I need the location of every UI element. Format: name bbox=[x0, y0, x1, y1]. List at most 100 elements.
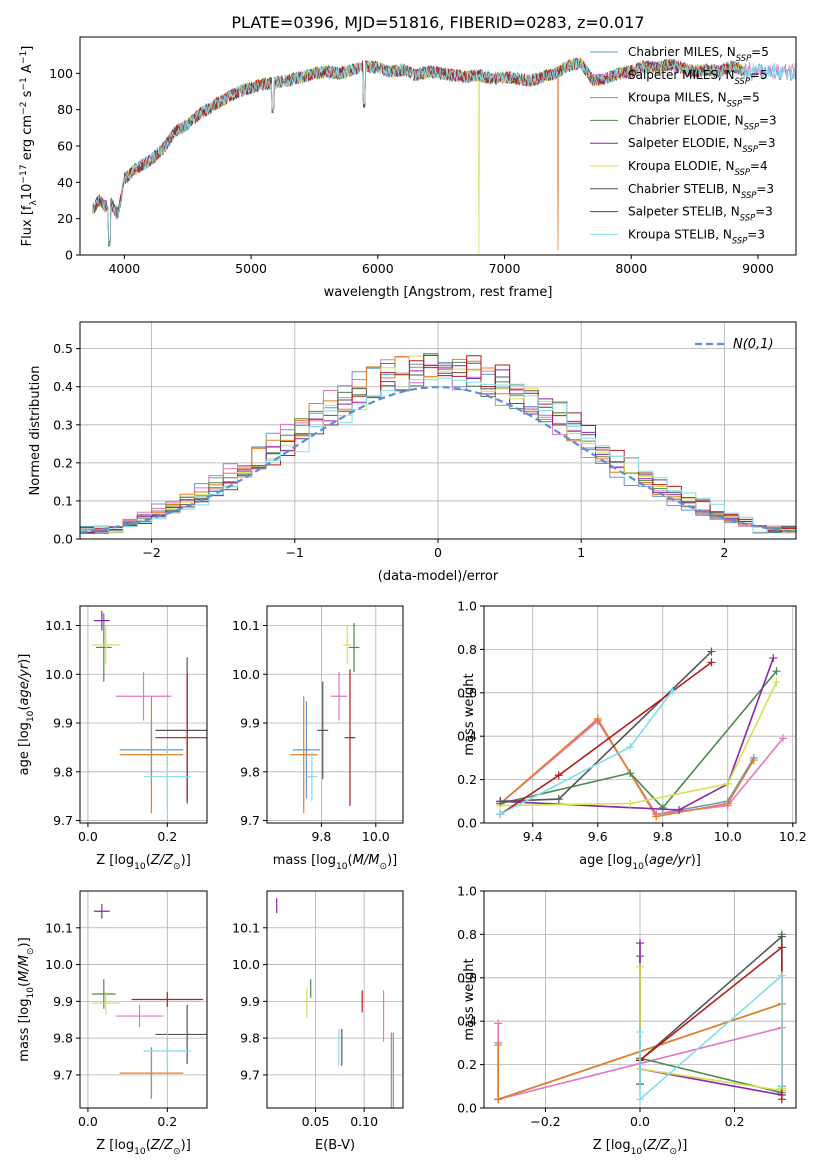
y-tick-label: 0.4 bbox=[457, 1014, 477, 1029]
label-part: mass weight bbox=[462, 958, 477, 1040]
figure-title: PLATE=0396, MJD=51816, FIBERID=0283, z=0… bbox=[231, 13, 644, 32]
y-axis-label: Flux [fλ10−17 erg cm−2 s−1 A−1] bbox=[19, 46, 39, 247]
histogram-series-7 bbox=[80, 355, 796, 534]
spectrum-series-3 bbox=[92, 57, 746, 251]
errorbar-point bbox=[131, 992, 204, 1007]
x-tick-label: 0 bbox=[434, 545, 442, 560]
normal-curve bbox=[80, 385, 794, 534]
label-part: ⊙ bbox=[26, 947, 36, 955]
label-part: )] bbox=[17, 937, 32, 947]
plus-marker bbox=[496, 797, 505, 806]
errorbar-point bbox=[330, 671, 348, 721]
y-tick-label: 9.9 bbox=[53, 716, 73, 731]
plot-area bbox=[91, 610, 207, 814]
label-part: wavelength [Angstrom, rest frame] bbox=[324, 285, 553, 300]
x-tick-label: 0.2 bbox=[157, 829, 177, 844]
x-tick-label: 9000 bbox=[742, 261, 774, 276]
weight-series-5 bbox=[500, 657, 775, 811]
label-part: =4 bbox=[750, 159, 768, 173]
x-axis-label: Z [log10(Z/Z⊙)] bbox=[593, 1138, 688, 1157]
plus-marker bbox=[723, 799, 732, 808]
label-part: =3 bbox=[747, 227, 765, 241]
label-part: 10 bbox=[26, 987, 36, 999]
plus-marker bbox=[777, 971, 786, 980]
weight-series-9 bbox=[639, 973, 783, 1102]
errorbar-point bbox=[411, 611, 416, 631]
label-part: Z [log bbox=[96, 853, 134, 868]
label-part: mass weight bbox=[462, 673, 477, 755]
y-tick-label: 9.7 bbox=[53, 813, 73, 828]
x-axis-label: mass [log10(M/M⊙)] bbox=[273, 853, 397, 872]
y-tick-label: 9.8 bbox=[240, 1031, 260, 1046]
x-axis-label: Z [log10(Z/Z⊙)] bbox=[96, 853, 191, 872]
x-tick-label: 9.8 bbox=[653, 829, 673, 844]
label-part: =3 bbox=[756, 182, 774, 196]
y-tick-label: 10.1 bbox=[45, 920, 73, 935]
histogram-series-8 bbox=[80, 355, 796, 534]
plus-marker bbox=[636, 939, 644, 948]
label-part: Salpeter STELIB, N bbox=[628, 205, 740, 219]
y-tick-label: 80 bbox=[57, 102, 73, 117]
label-part: SSP bbox=[740, 213, 756, 223]
errorbar-point bbox=[348, 623, 360, 672]
plus-marker bbox=[777, 1082, 786, 1091]
label-part: SSP bbox=[732, 235, 748, 245]
x-tick-label: 0.05 bbox=[302, 1114, 330, 1129]
label-part: −1 bbox=[19, 77, 29, 90]
label-part: 10 bbox=[632, 862, 644, 872]
x-tick-label: 10.0 bbox=[362, 829, 390, 844]
label-part: 10 bbox=[631, 1147, 643, 1157]
label-part: s bbox=[20, 90, 35, 101]
label-part: Z/Z bbox=[150, 1138, 174, 1153]
label-part: (data-model)/error bbox=[378, 569, 499, 584]
legend-entry: Chabrier STELIB, NSSP=3 bbox=[628, 182, 774, 200]
errorbar-point bbox=[344, 669, 356, 806]
plus-marker bbox=[772, 667, 781, 676]
plus-marker bbox=[626, 743, 635, 752]
plus-marker bbox=[749, 756, 758, 765]
y-tick-label: 9.9 bbox=[240, 716, 260, 731]
y-tick-label: 10.1 bbox=[45, 618, 73, 633]
label-part: Z/Z bbox=[150, 853, 174, 868]
plus-marker bbox=[554, 795, 563, 804]
x-tick-label: 2 bbox=[720, 545, 728, 560]
x-tick-label: 1 bbox=[577, 545, 585, 560]
plus-marker bbox=[626, 769, 635, 778]
y-axis-label: mass weight bbox=[462, 673, 477, 755]
y-tick-label: 9.7 bbox=[240, 813, 260, 828]
label-part: Flux [f bbox=[20, 205, 35, 246]
y-axis-label: Normed distribution bbox=[28, 366, 43, 496]
errorbar-point bbox=[155, 674, 207, 802]
y-tick-label: 10.0 bbox=[45, 667, 73, 682]
errorbar-point bbox=[290, 696, 318, 814]
y-tick-label: 10.1 bbox=[232, 920, 260, 935]
panel-mass-vs-ebv: 0.05 0.10 9.7 9.8 9.9 10.0 10.1 E(B-V) bbox=[232, 890, 404, 1153]
label-part: 10 bbox=[26, 710, 36, 722]
x-tick-label: −1 bbox=[286, 545, 304, 560]
y-tick-label: 0.1 bbox=[53, 493, 73, 508]
x-tick-label: 4000 bbox=[108, 261, 140, 276]
label-part: ⊙ bbox=[173, 862, 181, 872]
legend-entry: Salpeter MILES, NSSP=5 bbox=[628, 68, 768, 86]
y-tick-label: 0.2 bbox=[457, 772, 477, 787]
histogram-series-9 bbox=[80, 377, 796, 533]
y-tick-label: 9.8 bbox=[240, 764, 260, 779]
label-part: Kroupa MILES, N bbox=[628, 91, 727, 105]
label-part: 10 bbox=[134, 862, 146, 872]
x-tick-label: 0.0 bbox=[78, 829, 98, 844]
y-tick-label: 20 bbox=[57, 211, 73, 226]
errorbar-point bbox=[95, 613, 112, 682]
spectrum-series-6 bbox=[92, 58, 746, 254]
panel-age-vs-mass: 9.8 10.0 9.7 9.8 9.9 10.0 10.1 mass [log10(M/M⊙… bbox=[232, 605, 416, 872]
y-tick-label: 0.2 bbox=[457, 1057, 477, 1072]
y-axis-label: age [log10(age/yr)] bbox=[17, 654, 36, 776]
x-tick-label: 0.10 bbox=[350, 1114, 378, 1129]
label-part: SSP bbox=[742, 144, 758, 154]
label-part: )] bbox=[387, 853, 397, 868]
y-tick-label: 60 bbox=[57, 139, 73, 154]
y-tick-label: 0.0 bbox=[457, 1101, 477, 1116]
plot-area bbox=[92, 56, 796, 254]
legend-entry: Kroupa STELIB, NSSP=3 bbox=[628, 227, 765, 245]
